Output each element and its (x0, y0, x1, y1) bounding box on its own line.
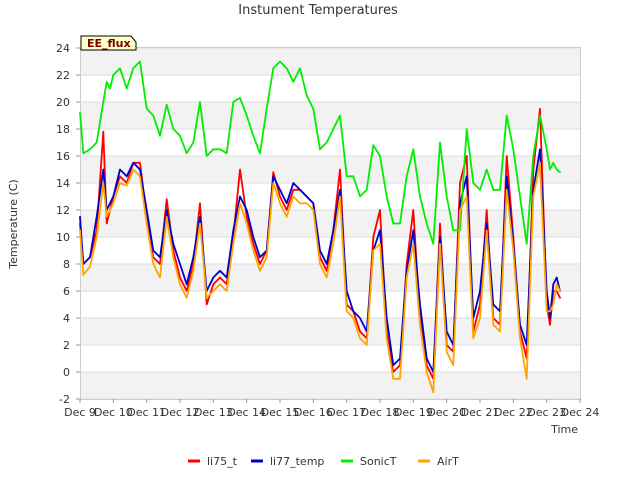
ee-flux-badge: EE_flux (80, 35, 137, 51)
x-tick-label: Dec 19 (394, 406, 433, 419)
chart-title: Instument Temperatures (238, 3, 398, 18)
x-tick-label: Dec 16 (294, 406, 333, 419)
x-tick-label: Dec 13 (194, 406, 233, 419)
legend: li75_t li77_temp SonicT AirT (188, 455, 459, 468)
x-tick-label: Dec 11 (127, 406, 166, 419)
plot-band (80, 264, 580, 291)
plot-band (80, 48, 580, 75)
y-tick-label: 6 (63, 285, 70, 298)
x-tick-label: Dec 10 (94, 406, 133, 419)
x-tick-label: Dec 9 (64, 406, 96, 419)
series-lines (79, 60, 561, 394)
y-tick-label: 12 (56, 204, 70, 217)
x-tick-label: Dec 23 (527, 406, 566, 419)
y-tick-label: 0 (63, 366, 70, 379)
legend-label-li75-t: li75_t (207, 455, 238, 468)
series-line-sonict (79, 60, 561, 245)
x-tick-label: Dec 21 (461, 406, 500, 419)
legend-label-sonict: SonicT (360, 455, 397, 468)
y-tick-label: 20 (56, 96, 70, 109)
x-tick-label: Dec 24 (561, 406, 600, 419)
x-tick-label: Dec 15 (261, 406, 300, 419)
x-tick-label: Dec 17 (327, 406, 366, 419)
y-tick-label: 10 (56, 231, 70, 244)
y-axis-label: Temperature (C) (7, 179, 20, 269)
x-tick-label: Dec 20 (427, 406, 466, 419)
badge-label: EE_flux (87, 37, 131, 50)
x-tick-label: Dec 14 (227, 406, 266, 419)
legend-label-airt: AirT (437, 455, 459, 468)
plot-band (80, 372, 580, 399)
y-tick-label: 22 (56, 69, 70, 82)
y-tick-label: 4 (63, 312, 70, 325)
y-tick-label: 2 (63, 339, 70, 352)
y-tick-label: 24 (56, 42, 70, 55)
x-tick-label: Dec 18 (361, 406, 400, 419)
y-tick-label: 8 (63, 258, 70, 271)
x-axis-label: Time (550, 423, 578, 436)
y-tick-label: 16 (56, 150, 70, 163)
legend-label-li77-temp: li77_temp (270, 455, 324, 468)
x-tick-label: Dec 12 (161, 406, 200, 419)
y-tick-label: 14 (56, 177, 70, 190)
series-line-airt (79, 161, 561, 394)
y-tick-label: -2 (59, 393, 70, 406)
plot-band (80, 318, 580, 345)
plot-band (80, 156, 580, 183)
x-tick-label: Dec 22 (494, 406, 533, 419)
y-tick-label: 18 (56, 123, 70, 136)
